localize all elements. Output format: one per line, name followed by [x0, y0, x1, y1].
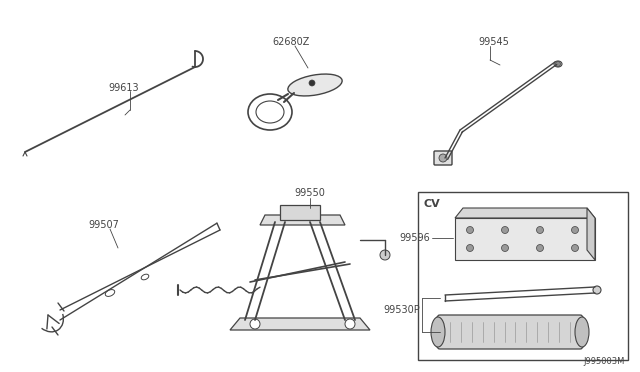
Circle shape	[439, 154, 447, 162]
Text: CV: CV	[424, 199, 441, 209]
Ellipse shape	[288, 74, 342, 96]
Circle shape	[309, 80, 315, 86]
Ellipse shape	[554, 61, 562, 67]
Text: 62680Z: 62680Z	[272, 37, 309, 47]
Polygon shape	[455, 208, 595, 218]
Polygon shape	[230, 318, 370, 330]
Circle shape	[572, 244, 579, 251]
Ellipse shape	[575, 317, 589, 347]
Ellipse shape	[431, 317, 445, 347]
Polygon shape	[260, 215, 345, 225]
Circle shape	[502, 227, 509, 234]
Text: 99545: 99545	[478, 37, 509, 47]
Text: 99613: 99613	[108, 83, 139, 93]
Polygon shape	[587, 208, 595, 260]
Circle shape	[536, 227, 543, 234]
FancyBboxPatch shape	[280, 205, 320, 220]
Text: 99507: 99507	[88, 220, 119, 230]
Circle shape	[502, 244, 509, 251]
Circle shape	[556, 61, 561, 67]
FancyBboxPatch shape	[437, 315, 583, 349]
Circle shape	[345, 319, 355, 329]
Circle shape	[467, 227, 474, 234]
Text: 99596: 99596	[399, 233, 430, 243]
Circle shape	[536, 244, 543, 251]
Ellipse shape	[593, 286, 601, 294]
Bar	[455, 218, 595, 260]
Text: 99550: 99550	[294, 188, 325, 198]
Bar	[418, 192, 628, 360]
Text: 99530P: 99530P	[383, 305, 420, 315]
Circle shape	[380, 250, 390, 260]
FancyBboxPatch shape	[434, 151, 452, 165]
Circle shape	[250, 319, 260, 329]
Circle shape	[467, 244, 474, 251]
Text: J995003M: J995003M	[584, 357, 625, 366]
Circle shape	[572, 227, 579, 234]
